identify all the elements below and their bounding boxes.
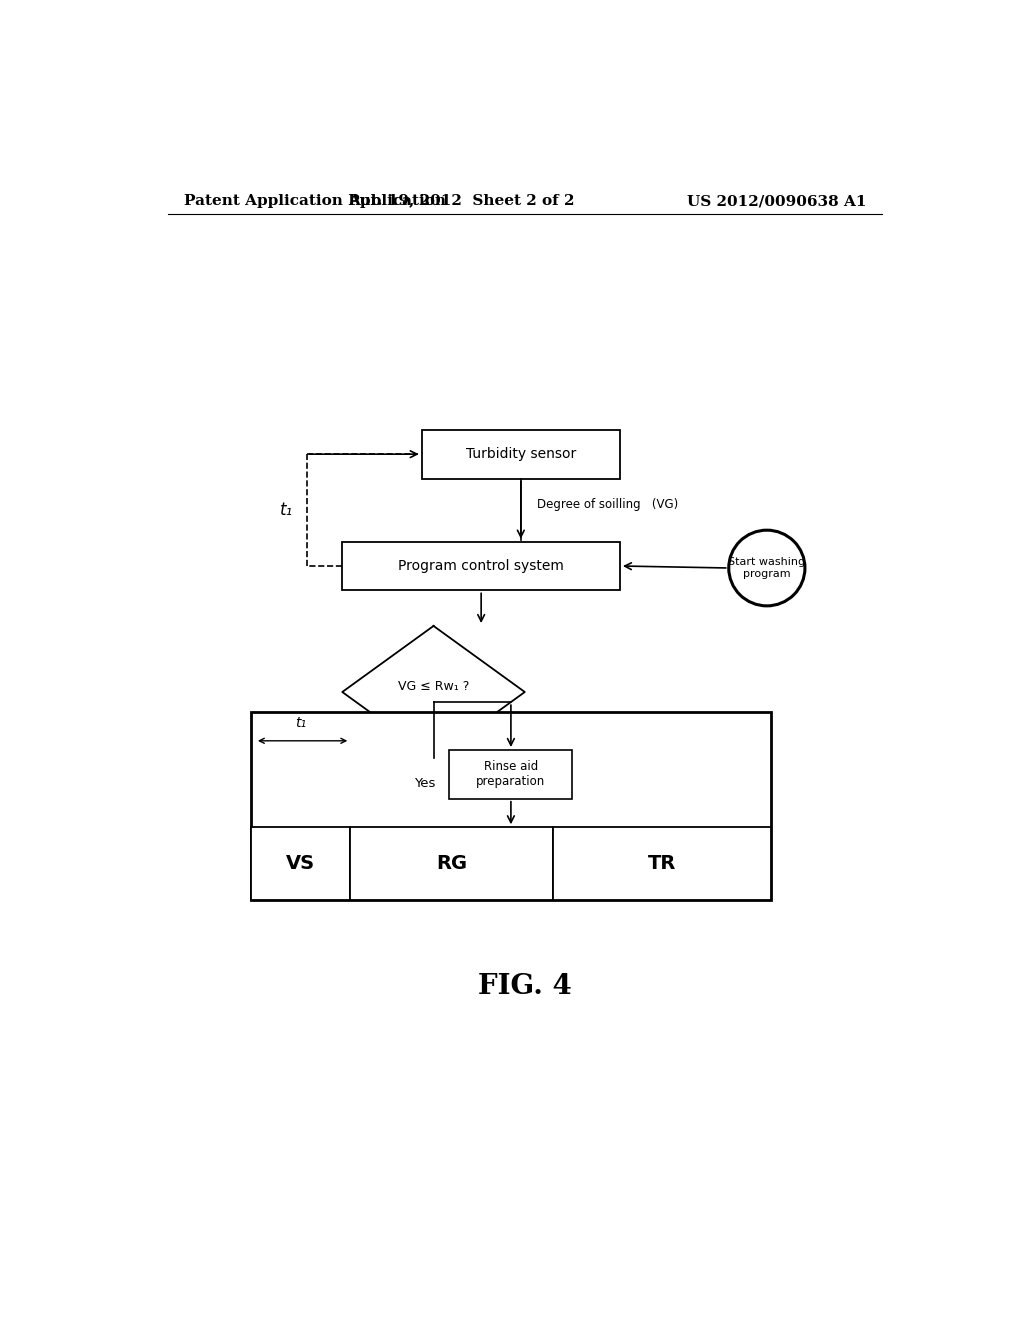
FancyBboxPatch shape [450,750,572,799]
Text: FIG. 4: FIG. 4 [478,973,571,1001]
Text: Apr. 19, 2012  Sheet 2 of 2: Apr. 19, 2012 Sheet 2 of 2 [348,194,574,209]
Text: t₁: t₁ [281,502,293,519]
Text: Patent Application Publication: Patent Application Publication [183,194,445,209]
FancyBboxPatch shape [422,430,620,479]
Text: Start washing
program: Start washing program [728,557,806,578]
Text: Program control system: Program control system [398,558,564,573]
Text: US 2012/0090638 A1: US 2012/0090638 A1 [686,194,866,209]
Text: VS: VS [286,854,315,874]
FancyBboxPatch shape [350,828,553,900]
Text: t₁: t₁ [295,715,306,730]
FancyBboxPatch shape [251,828,350,900]
Text: Turbidity sensor: Turbidity sensor [466,447,575,461]
Text: TR: TR [647,854,676,874]
Text: RG: RG [436,854,467,874]
FancyBboxPatch shape [251,713,771,900]
Text: Degree of soilling   (VG): Degree of soilling (VG) [537,499,678,511]
FancyBboxPatch shape [342,541,620,590]
Text: VG ≤ Rw₁ ?: VG ≤ Rw₁ ? [398,680,469,693]
Text: Yes: Yes [414,777,435,789]
FancyBboxPatch shape [553,828,771,900]
Text: Rinse aid
preparation: Rinse aid preparation [476,760,546,788]
